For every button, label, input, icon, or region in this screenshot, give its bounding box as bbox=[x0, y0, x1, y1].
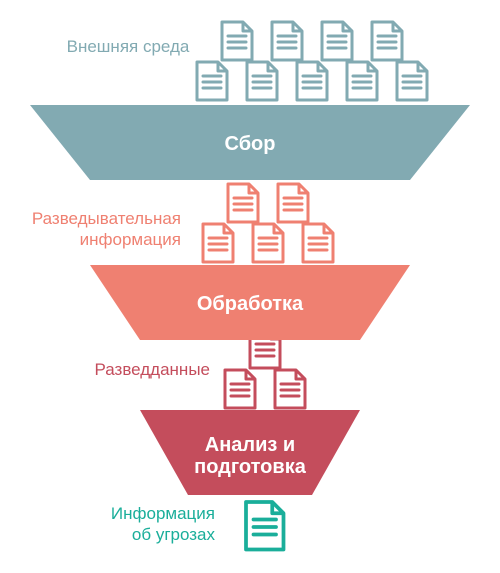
document-icon bbox=[253, 224, 283, 262]
caption-text: Разведывательная bbox=[32, 209, 181, 228]
document-icon bbox=[222, 22, 252, 60]
caption-intel: Разведывательная информация bbox=[32, 209, 181, 249]
funnel-stage-label: Сбор bbox=[225, 133, 276, 155]
threat-doc-icons bbox=[246, 502, 284, 550]
document-icon bbox=[203, 224, 233, 262]
funnel-stage-collect: Сбор bbox=[30, 105, 470, 180]
document-icon bbox=[225, 370, 255, 408]
funnel-stage-label: Анализ и bbox=[205, 434, 295, 456]
document-icon bbox=[246, 502, 284, 550]
funnel-stage-label: Обработка bbox=[197, 293, 304, 315]
document-icon bbox=[275, 370, 305, 408]
caption-data: Разведданные bbox=[95, 360, 211, 379]
caption-text: Внешняя среда bbox=[67, 37, 190, 56]
document-icon bbox=[347, 62, 377, 100]
caption-text: Разведданные bbox=[95, 360, 211, 379]
funnel-stage-process: Обработка bbox=[90, 265, 410, 340]
funnel-stage-analyze: Анализ иподготовка bbox=[140, 410, 360, 495]
document-icon bbox=[303, 224, 333, 262]
document-icon bbox=[297, 62, 327, 100]
document-icon bbox=[247, 62, 277, 100]
env-doc-icons bbox=[197, 22, 427, 100]
caption-text: Информация bbox=[111, 504, 215, 523]
intel-doc-icons bbox=[203, 184, 333, 262]
document-icon bbox=[278, 184, 308, 222]
document-icon bbox=[372, 22, 402, 60]
funnel-stage-label: подготовка bbox=[194, 456, 307, 478]
document-icon bbox=[197, 62, 227, 100]
caption-text: информация bbox=[80, 230, 181, 249]
document-icon bbox=[397, 62, 427, 100]
document-icon bbox=[228, 184, 258, 222]
caption-threat: Информация об угрозах bbox=[111, 504, 216, 544]
data-doc-icons bbox=[225, 330, 305, 408]
caption-text: об угрозах bbox=[132, 525, 216, 544]
document-icon bbox=[322, 22, 352, 60]
document-icon bbox=[272, 22, 302, 60]
caption-env: Внешняя среда bbox=[67, 37, 190, 56]
